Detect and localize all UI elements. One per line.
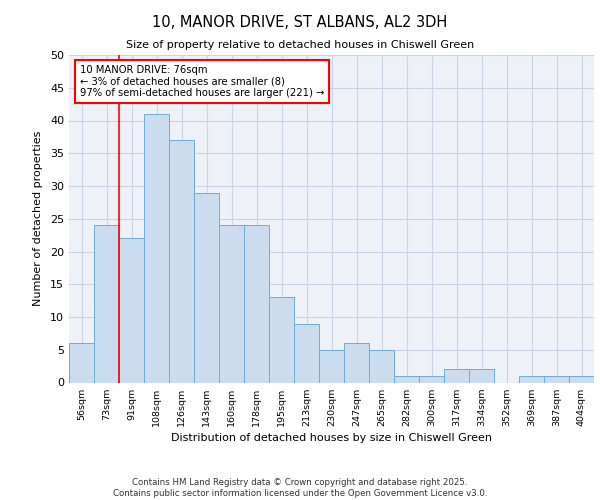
Text: Size of property relative to detached houses in Chiswell Green: Size of property relative to detached ho… bbox=[126, 40, 474, 50]
Bar bbox=[194, 192, 219, 382]
Bar bbox=[394, 376, 419, 382]
X-axis label: Distribution of detached houses by size in Chiswell Green: Distribution of detached houses by size … bbox=[171, 433, 492, 443]
Bar bbox=[269, 298, 294, 382]
Bar bbox=[219, 226, 244, 382]
Bar bbox=[344, 343, 369, 382]
Bar bbox=[369, 350, 394, 382]
Bar bbox=[244, 226, 269, 382]
Bar bbox=[569, 376, 594, 382]
Y-axis label: Number of detached properties: Number of detached properties bbox=[33, 131, 43, 306]
Text: 10, MANOR DRIVE, ST ALBANS, AL2 3DH: 10, MANOR DRIVE, ST ALBANS, AL2 3DH bbox=[152, 15, 448, 30]
Bar bbox=[319, 350, 344, 382]
Bar bbox=[119, 238, 144, 382]
Bar bbox=[519, 376, 544, 382]
Text: 10 MANOR DRIVE: 76sqm
← 3% of detached houses are smaller (8)
97% of semi-detach: 10 MANOR DRIVE: 76sqm ← 3% of detached h… bbox=[79, 65, 324, 98]
Bar bbox=[144, 114, 169, 382]
Bar bbox=[469, 370, 494, 382]
Bar bbox=[94, 226, 119, 382]
Text: Contains HM Land Registry data © Crown copyright and database right 2025.
Contai: Contains HM Land Registry data © Crown c… bbox=[113, 478, 487, 498]
Bar bbox=[419, 376, 444, 382]
Bar bbox=[69, 343, 94, 382]
Bar bbox=[544, 376, 569, 382]
Bar bbox=[169, 140, 194, 382]
Bar bbox=[444, 370, 469, 382]
Bar bbox=[294, 324, 319, 382]
